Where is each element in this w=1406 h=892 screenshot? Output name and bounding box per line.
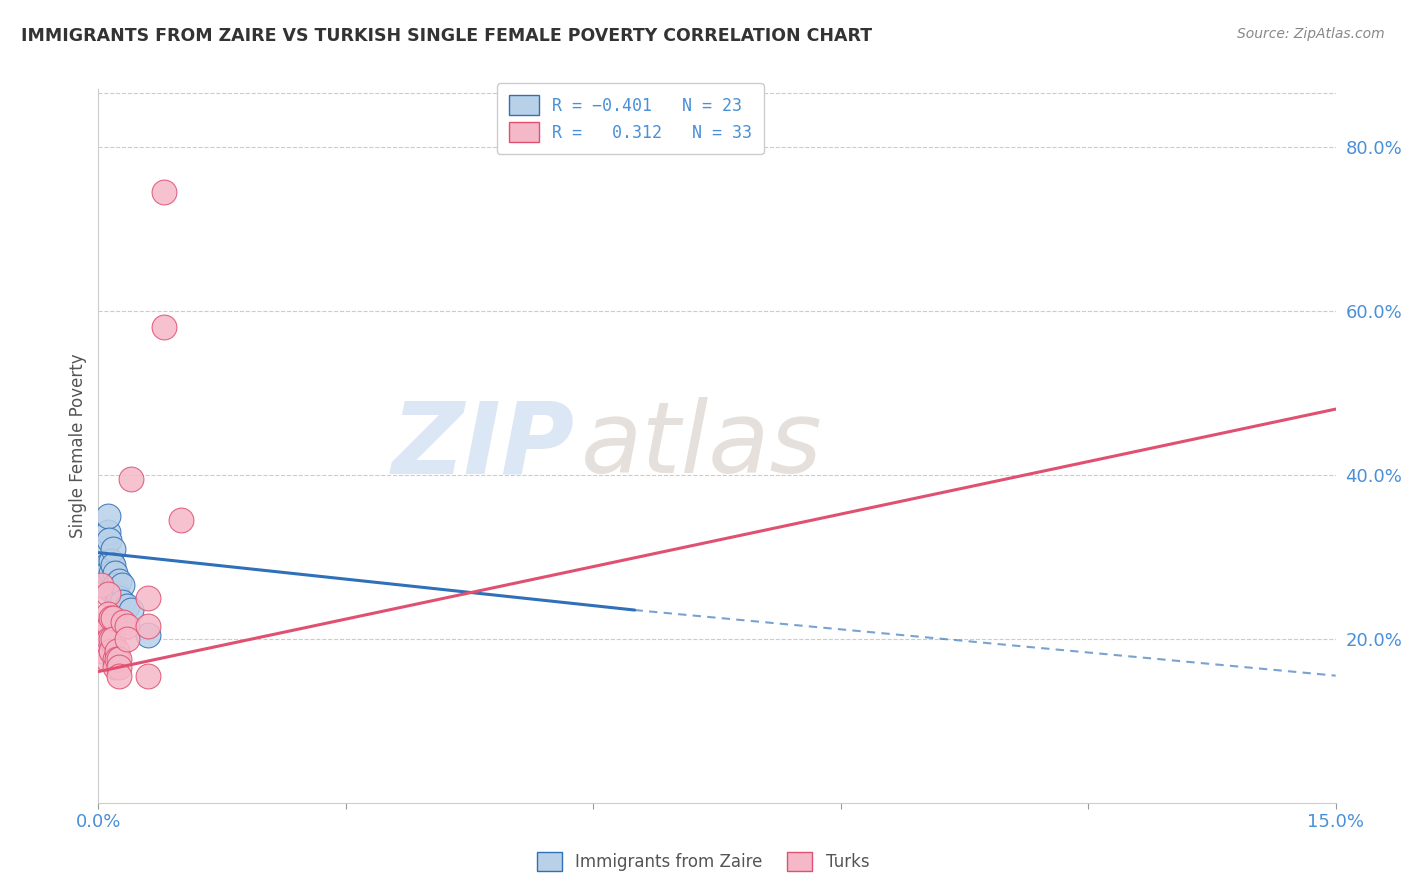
Point — [103, 558, 125, 572]
Point — [97, 607, 120, 622]
Point — [136, 591, 159, 605]
Point — [94, 632, 117, 646]
Point — [96, 636, 118, 650]
Point — [104, 652, 127, 666]
Y-axis label: Single Female Poverty: Single Female Poverty — [69, 354, 87, 538]
Point — [97, 525, 120, 540]
Point — [97, 508, 120, 523]
Point — [153, 320, 176, 334]
Point — [108, 574, 131, 589]
Point — [94, 541, 117, 556]
Point — [103, 611, 125, 625]
Point — [105, 587, 128, 601]
Point — [97, 587, 120, 601]
Point — [108, 660, 131, 674]
Point — [120, 472, 142, 486]
Text: Source: ZipAtlas.com: Source: ZipAtlas.com — [1237, 27, 1385, 41]
Point — [104, 660, 127, 674]
Text: IMMIGRANTS FROM ZAIRE VS TURKISH SINGLE FEMALE POVERTY CORRELATION CHART: IMMIGRANTS FROM ZAIRE VS TURKISH SINGLE … — [21, 27, 872, 45]
Point — [100, 632, 122, 646]
Point — [98, 533, 121, 548]
Point — [117, 599, 139, 613]
Legend: Immigrants from Zaire, Turks: Immigrants from Zaire, Turks — [529, 843, 877, 880]
Point — [170, 513, 193, 527]
Point — [100, 611, 122, 625]
Point — [90, 578, 112, 592]
Point — [110, 578, 132, 592]
Point — [117, 619, 139, 633]
Legend: R = −0.401   N = 23, R =   0.312   N = 33: R = −0.401 N = 23, R = 0.312 N = 33 — [498, 83, 763, 154]
Point — [136, 668, 159, 682]
Point — [103, 541, 125, 556]
Point — [108, 652, 131, 666]
Point — [100, 566, 122, 581]
Point — [94, 619, 117, 633]
Point — [117, 632, 139, 646]
Point — [105, 595, 128, 609]
Point — [98, 619, 121, 633]
Point — [91, 562, 114, 576]
Point — [153, 185, 176, 199]
Point — [108, 668, 131, 682]
Point — [108, 591, 131, 605]
Point — [96, 652, 118, 666]
Point — [98, 632, 121, 646]
Point — [120, 603, 142, 617]
Point — [105, 644, 128, 658]
Point — [96, 615, 118, 630]
Point — [91, 644, 114, 658]
Point — [112, 615, 135, 630]
Text: atlas: atlas — [581, 398, 823, 494]
Point — [105, 652, 128, 666]
Point — [96, 566, 118, 581]
Point — [100, 644, 122, 658]
Text: ZIP: ZIP — [392, 398, 575, 494]
Point — [100, 554, 122, 568]
Point — [96, 558, 118, 572]
Point — [104, 578, 127, 592]
Point — [136, 627, 159, 641]
Point — [104, 566, 127, 581]
Point — [103, 632, 125, 646]
Point — [136, 619, 159, 633]
Point — [110, 595, 132, 609]
Point — [100, 582, 122, 597]
